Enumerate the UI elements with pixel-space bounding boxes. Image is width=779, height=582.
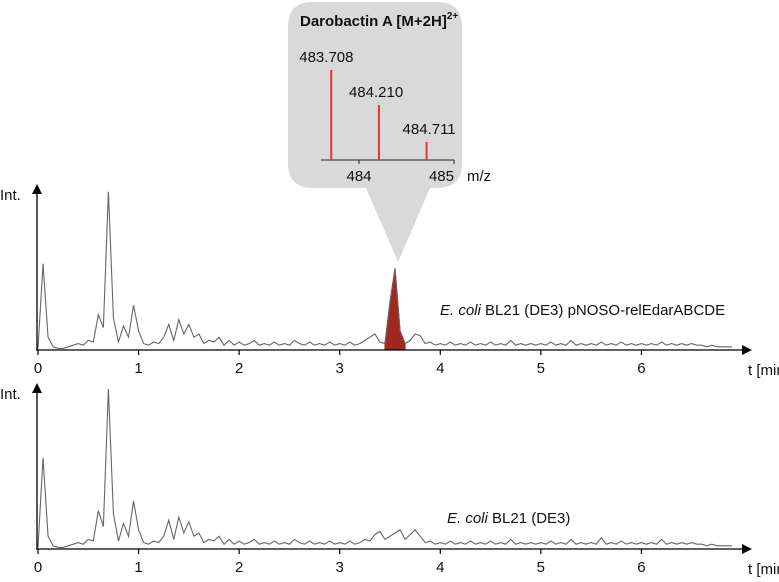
- x-tick-label: 3: [336, 360, 344, 377]
- x-tick-label: 6: [637, 360, 645, 377]
- sample-label: E. coli BL21 (DE3) pNOSO-relEdarABCDE: [440, 302, 725, 319]
- x-tick-label: 1: [134, 559, 142, 576]
- x-tick-label: 2: [235, 360, 243, 377]
- trace: [37, 191, 732, 349]
- inset-title: Darobactin A [M+2H]2+: [300, 11, 458, 30]
- inset-title-sup: 2+: [447, 11, 459, 22]
- inset-title-main: Darobactin A [M+2H]: [300, 13, 447, 30]
- inset-x-tick-label: 484: [346, 168, 371, 185]
- peak-label: 483.708: [299, 49, 353, 66]
- x-tick-label: 2: [235, 559, 243, 576]
- x-tick-label: 3: [336, 559, 344, 576]
- y-axis-label: Int.: [0, 386, 21, 403]
- sample-species: E. coli: [447, 510, 489, 527]
- x-tick-label: 4: [436, 559, 444, 576]
- x-axis-arrow: [742, 345, 752, 355]
- y-axis-arrow: [32, 383, 42, 393]
- peak-label: 484.711: [403, 121, 456, 138]
- x-axis-arrow: [742, 544, 752, 554]
- inset-x-tick-label: 485: [429, 168, 454, 185]
- x-tick-label: 5: [537, 360, 545, 377]
- x-tick-label: 0: [34, 559, 42, 576]
- inset-x-axis-label: m/z: [467, 168, 491, 185]
- x-tick-label: 6: [637, 559, 645, 576]
- sample-species: E. coli: [440, 302, 482, 319]
- y-axis-label: Int.: [0, 187, 21, 204]
- x-tick-label: 4: [436, 360, 444, 377]
- x-axis-label: t [min]: [748, 362, 779, 379]
- sample-strain: BL21 (DE3): [488, 510, 571, 527]
- x-tick-label: 5: [537, 559, 545, 576]
- sample-label: E. coli BL21 (DE3): [447, 510, 570, 527]
- x-axis-label: t [min]: [748, 561, 779, 578]
- x-tick-label: 0: [34, 360, 42, 377]
- x-tick-label: 1: [134, 360, 142, 377]
- callout-bubble: [288, 2, 462, 262]
- highlight-peak: [384, 268, 406, 351]
- sample-strain: BL21 (DE3) pNOSO-relEdarABCDE: [481, 302, 725, 319]
- y-axis-arrow: [32, 184, 42, 194]
- trace: [37, 388, 732, 548]
- peak-label: 484.210: [349, 84, 403, 101]
